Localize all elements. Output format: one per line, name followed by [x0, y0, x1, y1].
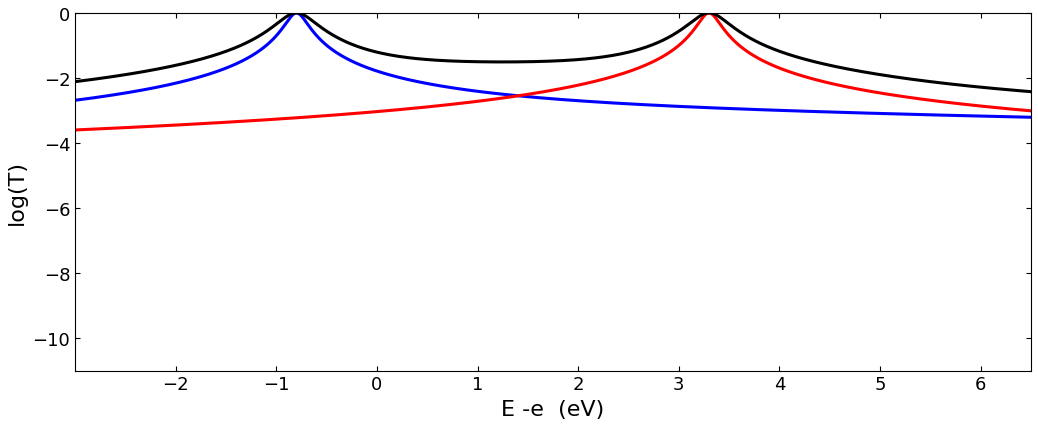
Y-axis label: log(T): log(T) [7, 160, 27, 225]
X-axis label: E -e  (eV): E -e (eV) [501, 399, 605, 419]
